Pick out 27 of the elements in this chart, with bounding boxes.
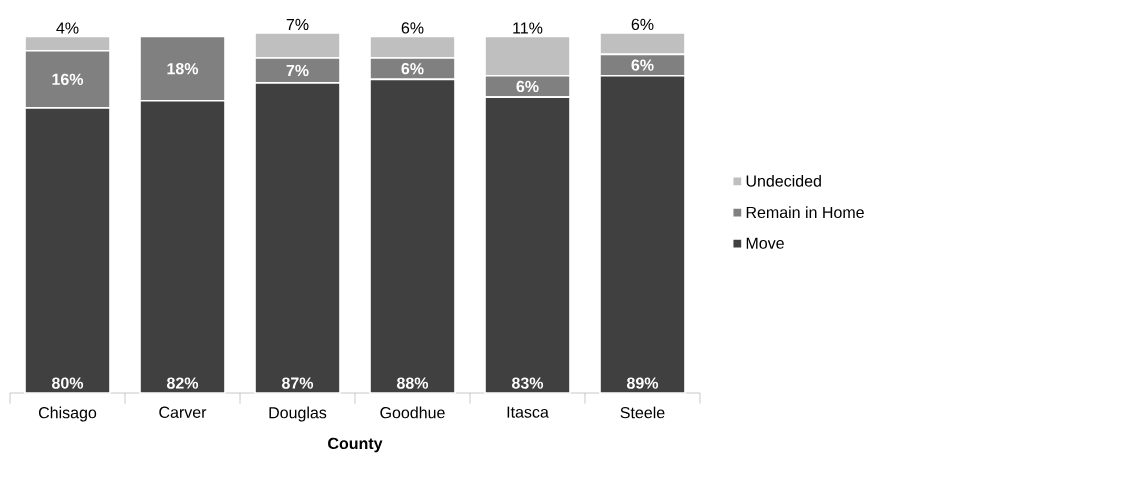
- data-label: 6%: [401, 22, 424, 34]
- data-label: 88%: [396, 377, 429, 389]
- data-label: 18%: [167, 62, 199, 75]
- data-label: 89%: [626, 377, 659, 389]
- data-label: 80%: [51, 377, 84, 389]
- x-tick-label: Chisago: [38, 406, 97, 422]
- legend-label: Move: [746, 237, 784, 249]
- data-label: 16%: [52, 73, 84, 85]
- x-tick-label: Douglas: [269, 406, 327, 422]
- data-label: 87%: [281, 377, 314, 389]
- data-label: 7%: [286, 18, 309, 31]
- x-tick-label: Steele: [620, 406, 665, 419]
- data-label: 82%: [166, 377, 199, 389]
- data-label: 6%: [631, 18, 654, 31]
- data-label: 6%: [401, 62, 424, 75]
- data-label: 83%: [511, 377, 544, 389]
- x-axis-title: County: [328, 437, 383, 453]
- data-label: 6%: [516, 80, 539, 93]
- x-tick-label: Carver: [159, 406, 207, 418]
- data-label: 6%: [631, 59, 654, 71]
- data-label: 11%: [513, 22, 543, 34]
- x-tick-label: Goodhue: [380, 406, 445, 419]
- x-tick-label: Itasca: [507, 406, 549, 418]
- legend-label: Remain in Home: [746, 206, 864, 219]
- data-label: 4%: [56, 22, 79, 34]
- legend-label: Undecided: [746, 174, 821, 187]
- data-label: 7%: [286, 64, 309, 77]
